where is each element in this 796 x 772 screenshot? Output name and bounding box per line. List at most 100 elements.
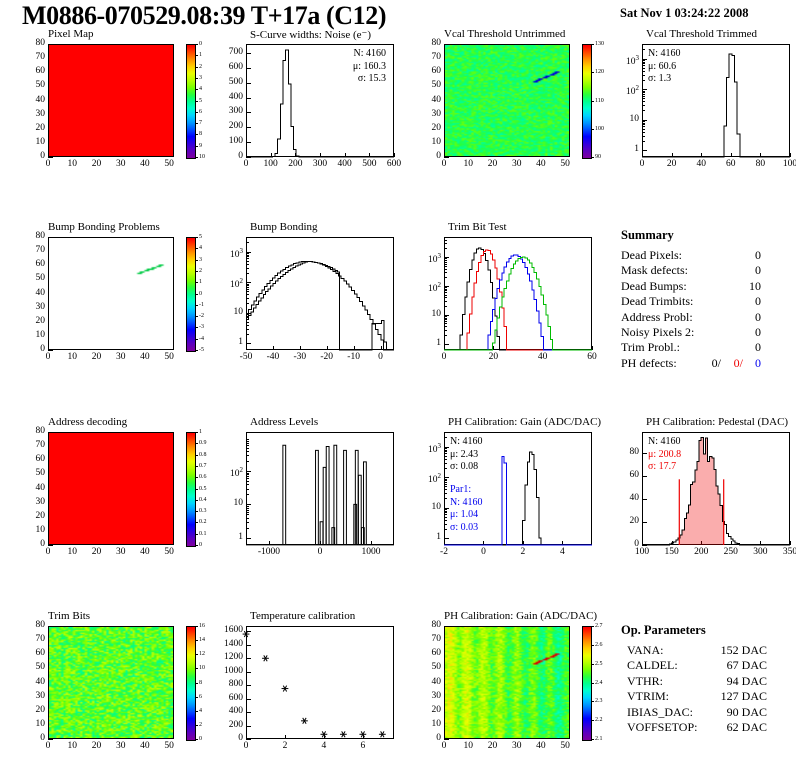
y-minor-tick [642, 74, 645, 76]
color-bar-tick [195, 55, 198, 57]
y-minor-tick [246, 488, 249, 490]
y-minor-tick [444, 258, 447, 260]
y-tick-label: 1400 [224, 638, 243, 649]
y-minor-tick [444, 290, 447, 292]
color-bar-label: -1 [199, 301, 204, 308]
heatmap-trim-bits [49, 627, 173, 738]
color-bar-label: 0.1 [199, 530, 207, 537]
x-tick-label: 10 [463, 159, 473, 169]
color-bar-tick [591, 157, 594, 158]
y-tick-label: 103 [428, 252, 441, 266]
y-tick-label: 70 [431, 52, 442, 63]
y-tick-label: 50 [35, 80, 46, 91]
op-parameter-label: VANA: [627, 643, 664, 657]
op-parameter-value: 90 DAC [726, 704, 767, 719]
x-tick [344, 153, 346, 157]
y-minor-tick [246, 517, 249, 519]
x-tick [444, 153, 445, 157]
y-tick-label: 40 [35, 482, 46, 493]
y-tick-label: 60 [35, 648, 46, 659]
color-bar-label: -4 [199, 335, 204, 342]
y-tick [48, 739, 53, 740]
color-bar-label: 2 [199, 267, 202, 274]
y-minor-tick [642, 105, 645, 107]
x-tick-label: 0 [481, 547, 486, 557]
y-tick-label: 50 [35, 273, 46, 284]
y-tick-label: 20 [431, 122, 442, 133]
stats-box-vcal-threshold-trimmed: N: 4160 μ: 60.6 σ: 1.3 [648, 48, 681, 84]
y-minor-tick [444, 287, 447, 289]
y-tick-label: 0 [238, 733, 243, 743]
y-tick-label: 80 [629, 446, 640, 457]
y-tick-label: 103 [230, 246, 243, 260]
y-tick [642, 498, 647, 500]
color-bar-tick [591, 682, 594, 684]
color-bar-tick [195, 499, 198, 501]
x-tick-label: 0 [441, 159, 447, 169]
y-minor-tick [246, 443, 249, 444]
color-bar-tick [195, 465, 198, 467]
color-bar-tick [195, 100, 198, 102]
color-bar-tick [591, 663, 594, 665]
x-tick [284, 735, 286, 739]
y-tick-label: 80 [35, 231, 46, 241]
y-tick-label: 10 [431, 308, 442, 319]
y-minor-tick [246, 472, 249, 474]
y-minor-tick [444, 529, 447, 531]
x-tick-label: 0 [243, 741, 249, 751]
x-tick-label: 10 [67, 741, 77, 751]
y-tick [246, 282, 251, 284]
y-tick-label: 0 [40, 539, 45, 549]
x-tick-label: 20 [91, 741, 102, 751]
y-tick [642, 150, 647, 152]
color-bar-tick [195, 111, 198, 113]
y-minor-tick [246, 439, 249, 441]
y-minor-tick [246, 285, 249, 287]
y-tick-label: 30 [35, 301, 46, 312]
op-parameter-row: VTRIM: 127 DAC [627, 689, 787, 704]
x-tick [671, 153, 673, 157]
x-tick [760, 153, 762, 157]
panel-vcal-threshold-untrimmed: Vcal Threshold Untrimmed 0 10 20 30 40 50 0 10 20… [418, 28, 605, 186]
y-tick-label: 20 [35, 704, 46, 715]
y-tick [246, 82, 251, 84]
summary-label: Address Probl: [621, 309, 693, 324]
y-tick [444, 477, 449, 479]
color-bar-tick [195, 293, 198, 295]
y-minor-tick [246, 324, 249, 326]
y-tick [642, 89, 647, 91]
plot-canvas-scurve-widths [246, 49, 394, 158]
x-tick-label: -30 [293, 352, 307, 362]
y-tick [48, 545, 53, 546]
y-minor-tick [246, 451, 249, 453]
y-minor-tick [444, 449, 447, 451]
color-bar-tick [195, 511, 198, 513]
op-parameters-title: Op. Parameters [621, 623, 706, 637]
panel-title-address-levels: Address Levels [250, 416, 319, 428]
y-minor-tick [444, 483, 447, 485]
x-tick-label: 4 [321, 741, 327, 751]
y-tick-label: 40 [35, 287, 46, 298]
panel-title-bump-bonding: Bump Bonding [250, 221, 318, 233]
heatmap-address-decoding [49, 433, 173, 544]
y-tick-label: 10 [35, 718, 46, 729]
y-tick-label: 70 [35, 52, 46, 63]
x-tick [562, 541, 564, 545]
y-minor-tick [642, 98, 645, 100]
summary-row-ph-defects: PH defects: 0/0/0 [621, 356, 791, 371]
color-bar-tick [195, 696, 198, 698]
op-parameter-value: 152 DAC [720, 643, 767, 657]
y-minor-tick [246, 461, 249, 463]
y-tick [444, 538, 449, 540]
x-tick-label: 2 [520, 547, 526, 557]
plot-canvas-ph-calibration-pedestal [642, 437, 790, 546]
color-bar-label: 3 [199, 256, 202, 263]
color-bar-label: 130 [595, 41, 604, 47]
summary-label: Dead Pixels: [621, 248, 682, 262]
y-tick-label: 1200 [224, 652, 243, 663]
y-minor-tick [444, 319, 447, 321]
y-tick-label: 200 [228, 121, 243, 132]
panel-title-ph-calibration-gain-hist: PH Calibration: Gain (ADC/DAC) [448, 416, 602, 428]
summary-label: Mask defects: [621, 263, 688, 278]
summary-label: Trim Probl.: [621, 340, 680, 355]
